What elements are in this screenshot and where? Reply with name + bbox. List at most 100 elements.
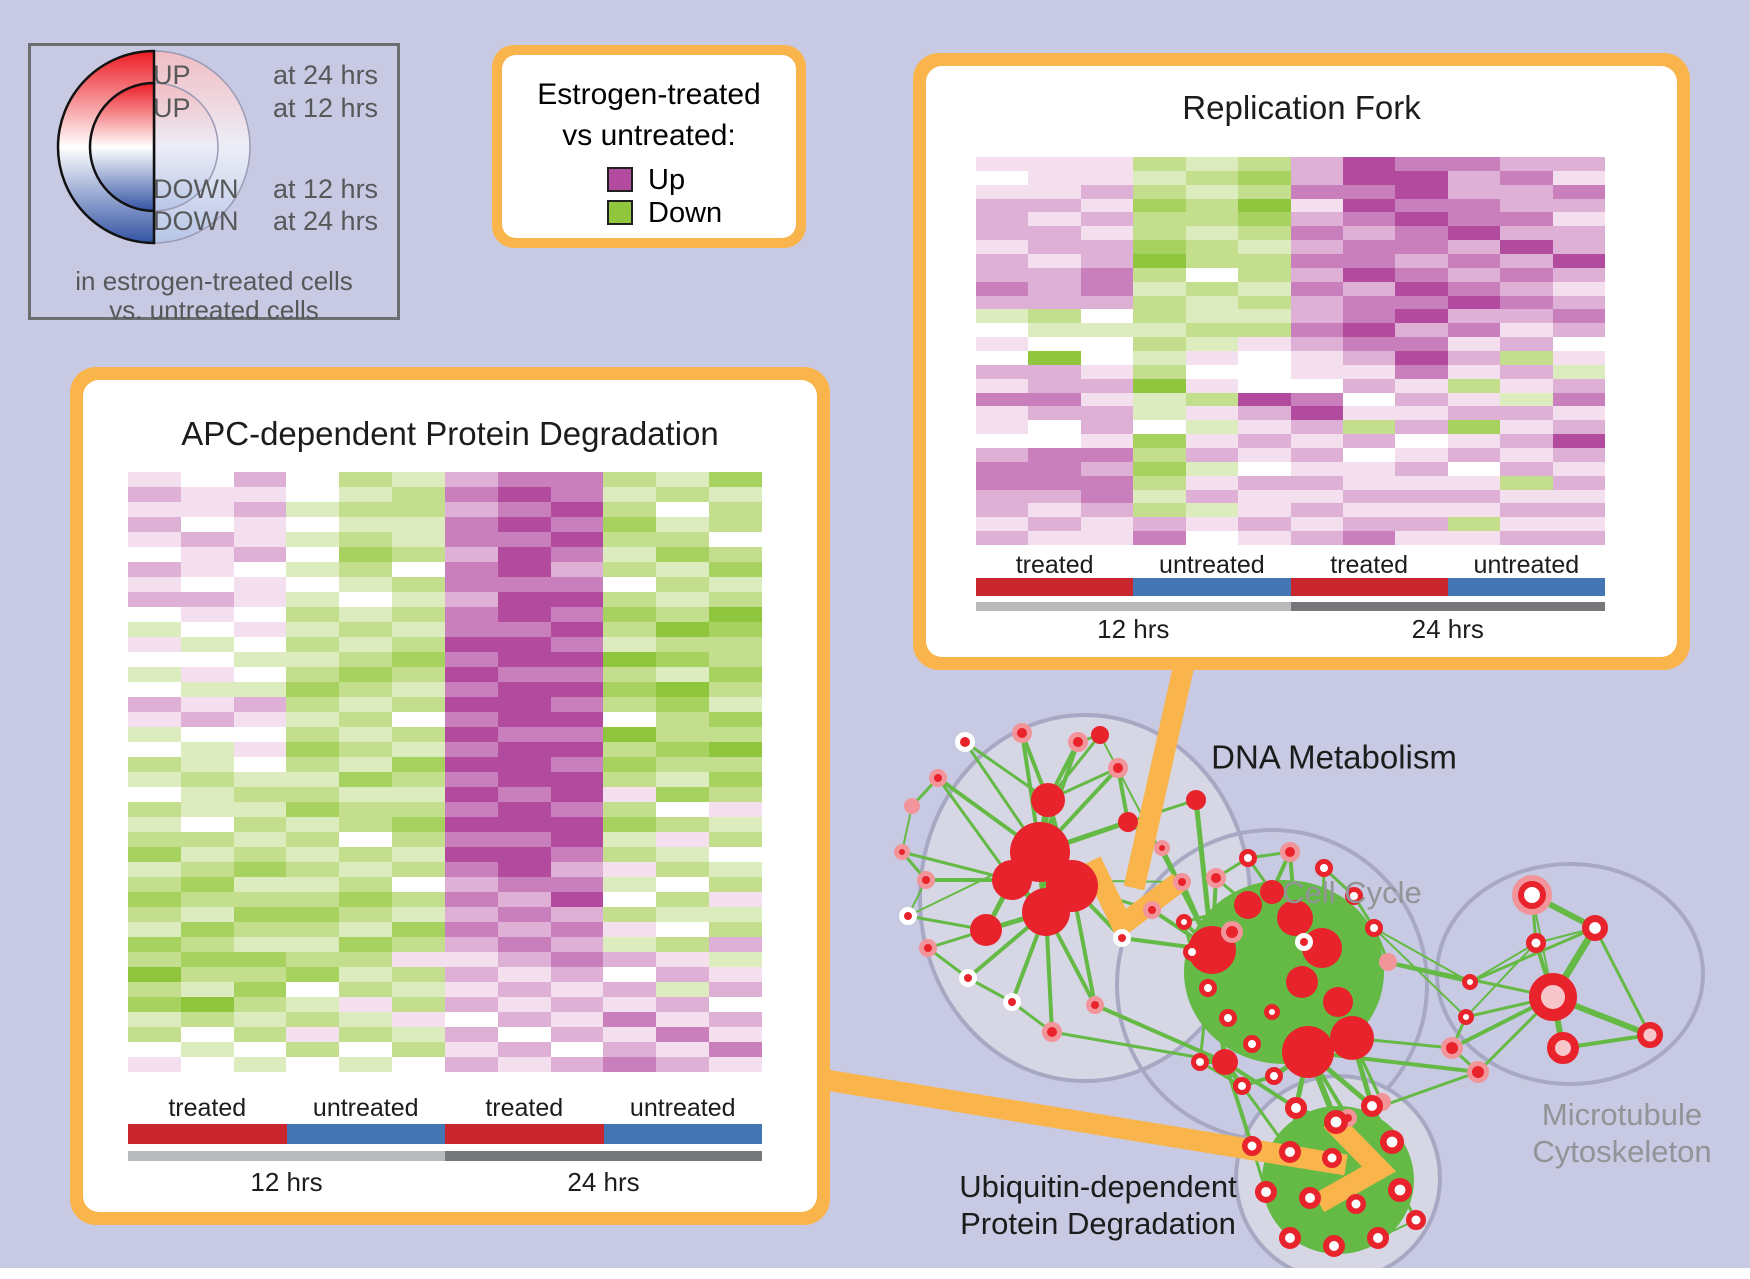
- heatmap-cell: [339, 682, 393, 697]
- heatmap-cell: [339, 667, 393, 682]
- heatmap-cell: [1500, 309, 1553, 324]
- heatmap-cell: [286, 877, 340, 892]
- heatmap-row: [128, 847, 762, 862]
- network-node-ring: [1239, 849, 1257, 867]
- heatmap-cell: [709, 1042, 762, 1057]
- heatmap-cell: [1080, 503, 1134, 518]
- heatmap-cell: [233, 712, 287, 727]
- heatmap-row: [128, 607, 762, 622]
- heatmap-cell: [444, 667, 498, 682]
- network-node-solid: [1186, 790, 1206, 810]
- heatmap-cell: [1500, 157, 1553, 171]
- heatmap-cell: [1552, 267, 1606, 282]
- heatmap-cell: [497, 727, 551, 742]
- network-node-salmon-halo: [1068, 732, 1088, 752]
- heatmap-cell: [1185, 198, 1239, 213]
- heatmap-cell: [1500, 351, 1553, 365]
- network-node-ring: [1191, 1053, 1209, 1071]
- network-node-salmon-halo: [1012, 723, 1032, 743]
- heatmap-cell: [128, 607, 181, 622]
- network-node-salmon-halo: [929, 769, 947, 787]
- heatmap-cell: [392, 892, 445, 907]
- heatmap-cell: [444, 847, 498, 862]
- heatmap-row: [976, 170, 1606, 185]
- heatmap-cell: [1133, 267, 1186, 282]
- heatmap-cell: [339, 547, 393, 562]
- heatmap-cell: [128, 697, 181, 712]
- heatmap-cell: [339, 577, 393, 592]
- heatmap-cell: [1395, 392, 1448, 407]
- heatmap-cell: [1447, 531, 1501, 546]
- heatmap-cell: [233, 622, 287, 637]
- heatmap-cell: [497, 652, 551, 667]
- apc-group-labels: treated untreated treated untreated: [128, 1094, 762, 1123]
- heatmap-cell: [550, 547, 604, 562]
- network-edge: [1223, 1060, 1298, 1110]
- heatmap-cell: [656, 727, 710, 742]
- heatmap-cell: [550, 1027, 604, 1042]
- hrs12-bar: [976, 602, 1291, 611]
- heatmap-cell: [1238, 448, 1291, 462]
- heatmap-cell: [444, 967, 498, 982]
- heatmap-cell: [1080, 378, 1134, 393]
- untreated-bar: [603, 1124, 762, 1144]
- heatmap-cell: [1395, 489, 1448, 504]
- network-node-ring-pink: [1547, 1032, 1579, 1064]
- heatmap-cell: [339, 907, 393, 922]
- treated-bar: [128, 1124, 287, 1144]
- heatmap-cell: [180, 772, 234, 787]
- heatmap-cell: [233, 487, 287, 502]
- heatmap-cell: [1290, 212, 1343, 227]
- heatmap-cell: [1552, 254, 1606, 268]
- heatmap-cell: [1290, 240, 1343, 255]
- panel-replication-fork: Replication Fork treated untreated treat…: [913, 53, 1690, 670]
- heatmap-cell: [1080, 281, 1134, 296]
- inner-ring-saturated-half: [88, 81, 156, 213]
- heatmap-cell: [1342, 420, 1396, 435]
- heatmap-cell: [709, 502, 762, 517]
- heatmap-cell: [1290, 295, 1343, 310]
- heatmap-cell: [1447, 157, 1501, 171]
- network-node-ring: [1255, 1181, 1278, 1204]
- heatmap-cell: [550, 1042, 604, 1057]
- heatmap-cell: [656, 802, 710, 817]
- time-color-bars: [128, 1151, 762, 1161]
- heatmap-row: [128, 802, 762, 817]
- group-label: untreated: [629, 1094, 736, 1122]
- heatmap-cell: [1028, 434, 1081, 449]
- heatmap-cell: [550, 487, 604, 502]
- heatmap-cell: [128, 967, 181, 982]
- heatmap-cell: [339, 637, 393, 652]
- heatmap-cell: [1395, 198, 1448, 213]
- heatmap-cell: [444, 727, 498, 742]
- heatmap-cell: [1342, 503, 1396, 518]
- heatmap-cell: [1342, 295, 1396, 310]
- heatmap-row: [128, 772, 762, 787]
- time-labels: 12 hrs 24 hrs: [976, 614, 1605, 645]
- updown-title-line2: vs untreated:: [562, 119, 736, 152]
- heatmap-cell: [339, 712, 393, 727]
- heatmap-cell: [233, 577, 287, 592]
- heatmap-cell: [1447, 309, 1501, 324]
- heatmap-row: [128, 787, 762, 802]
- heatmap-cell: [1290, 434, 1343, 449]
- heatmap-row: [128, 472, 762, 487]
- heatmap-cell: [1133, 420, 1186, 435]
- heatmap-cell: [656, 682, 710, 697]
- heatmap-cell: [180, 637, 234, 652]
- network-node-salmon-halo: [1154, 840, 1170, 856]
- heatmap-cell: [444, 562, 498, 577]
- heatmap-cell: [286, 487, 340, 502]
- heatmap-cell: [603, 817, 657, 832]
- heatmap-cell: [444, 652, 498, 667]
- heatmap-cell: [1133, 392, 1186, 407]
- heatmap-cell: [603, 832, 657, 847]
- heatmap-cell: [497, 772, 551, 787]
- heatmap-cell: [1290, 184, 1343, 199]
- heatmap-cell: [444, 952, 498, 967]
- heatmap-cell: [233, 607, 287, 622]
- heatmap-row: [128, 952, 762, 967]
- heatmap-cell: [286, 967, 340, 982]
- heatmap-cell: [1028, 323, 1081, 338]
- network-node-salmon-halo: [894, 844, 910, 860]
